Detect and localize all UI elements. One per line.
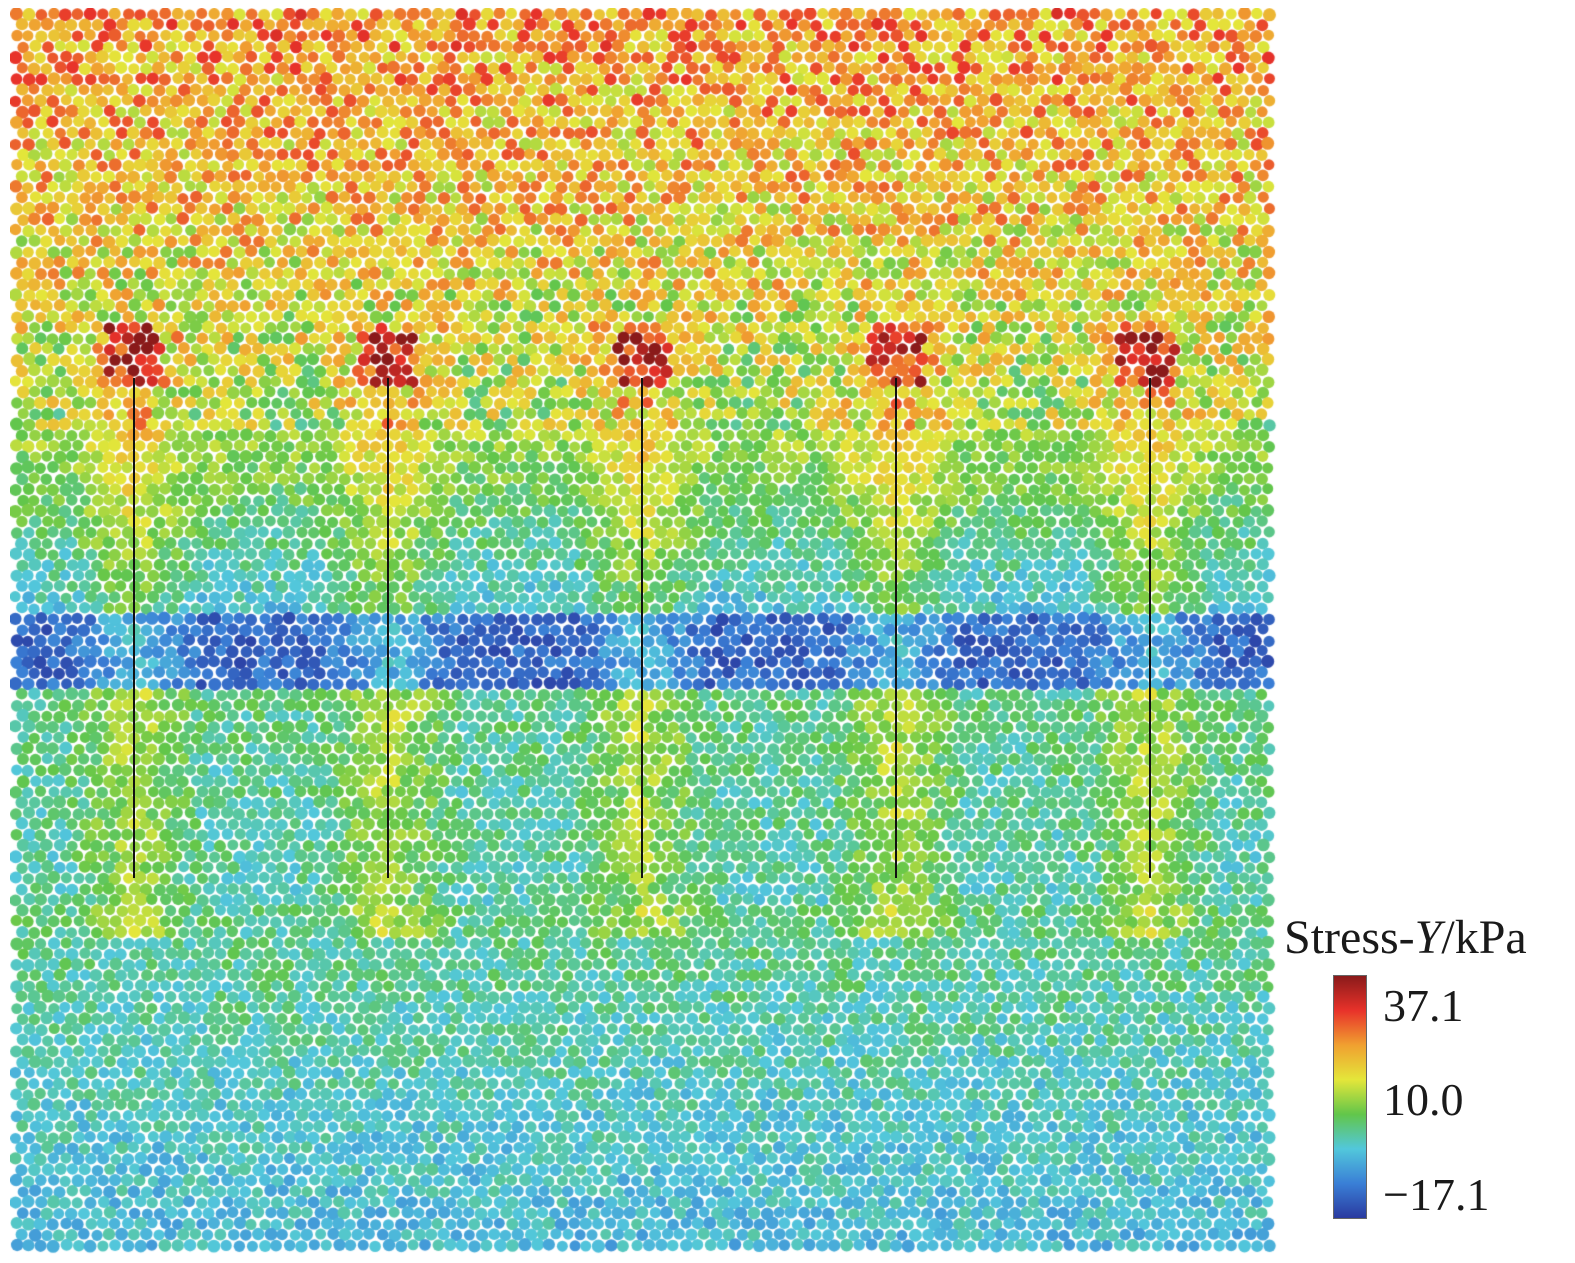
- colorbar-max-label: 37.1: [1383, 980, 1464, 1031]
- particle-stress-field: [10, 8, 1278, 1254]
- colorbar: [1333, 975, 1367, 1219]
- colorbar-min-label: −17.1: [1383, 1169, 1490, 1220]
- colorbar-mid-label: 10.0: [1383, 1074, 1464, 1125]
- colorbar-title: Stress-Y/kPa: [1284, 911, 1527, 964]
- pile-group: [133, 378, 1151, 878]
